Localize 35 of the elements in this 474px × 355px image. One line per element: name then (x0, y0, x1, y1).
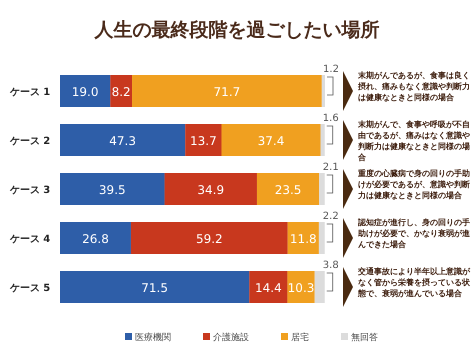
data-label: 10.3 (288, 281, 314, 295)
data-label: 8.2 (112, 85, 131, 99)
data-label: 3.8 (322, 260, 339, 271)
legend-label: 医療機関 (135, 332, 171, 343)
data-label: 2.1 (322, 162, 339, 173)
data-label: 71.5 (141, 281, 168, 295)
legend-label: 無回答 (351, 332, 378, 343)
data-label: 13.7 (190, 134, 217, 148)
data-label: 2.2 (322, 211, 339, 222)
text: 認知症が進行し、身の回りの手助けが必要で、かなり衰弱が進んできた場合 (357, 218, 471, 249)
text: 末期がんで、食事や呼吸が不自由であるが、痛みはなく意識や判断力は健康なときと同様の場合 (357, 120, 470, 162)
data-label: 26.8 (82, 232, 109, 246)
text: 重度の心臓病で身の回りの手助けが必要であるが、意識や判断力は健康なときと同様の場合 (357, 168, 470, 200)
data-label: 19.0 (72, 85, 99, 99)
data-label: 1.2 (323, 64, 339, 75)
legend-label: 居宅 (291, 332, 309, 343)
title: 人生の最終段階を過ごしたい場所 (94, 19, 380, 41)
data-label: 11.8 (290, 232, 317, 246)
y-tick-label: ケース 4 (8, 234, 50, 245)
y-tick-label: ケース 2 (8, 136, 50, 147)
data-label: 47.3 (109, 134, 136, 148)
y-tick-label: ケース 1 (8, 87, 50, 98)
data-label: 39.5 (98, 183, 126, 197)
y-tick-label: ケース 3 (8, 185, 50, 196)
text: 末期がんであるが、食事は良く摂れ、痛みもなく意識や判断力は健康なときと同様の場合 (357, 70, 470, 102)
data-label: 37.4 (258, 134, 284, 148)
legend-label: 介護施設 (213, 332, 249, 343)
data-label: 23.5 (274, 183, 302, 197)
data-label: 14.4 (254, 281, 282, 295)
data-label: 71.7 (214, 85, 240, 99)
y-tick-label: ケース 5 (8, 283, 50, 294)
text: 交通事故により半年以上意識がなく管から栄養を摂っている状態で、衰弱が進んでいる場合 (357, 266, 471, 298)
data-label: 59.2 (196, 232, 223, 246)
data-label: 1.6 (322, 113, 339, 124)
data-label: 34.9 (197, 183, 224, 197)
